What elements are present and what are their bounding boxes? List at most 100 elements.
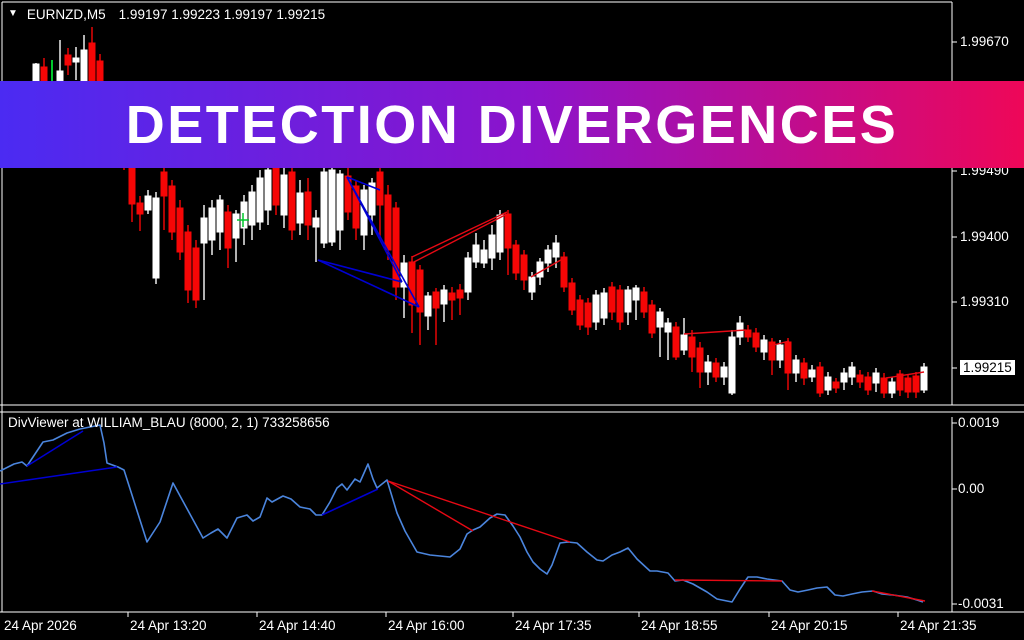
candle <box>840 368 848 390</box>
candle <box>728 330 736 395</box>
candle <box>464 252 472 300</box>
candle <box>672 322 680 360</box>
candle <box>888 377 896 398</box>
candle <box>920 363 928 393</box>
indicator-divergence-line-red <box>674 579 783 582</box>
candle <box>896 370 904 396</box>
price-divergence-line-red <box>885 371 925 379</box>
price-divergence-line-red <box>769 340 790 347</box>
candle <box>792 355 800 382</box>
candle <box>720 362 728 385</box>
candle <box>768 338 776 375</box>
candle <box>336 170 344 250</box>
candle <box>832 378 840 393</box>
candle <box>664 318 672 360</box>
indicator-divergence-line-red <box>387 480 474 532</box>
candle <box>752 328 760 352</box>
candle <box>248 185 256 240</box>
candle <box>232 210 240 262</box>
candle <box>904 374 912 398</box>
price-divergence-line-red <box>683 329 747 335</box>
candle <box>608 282 616 320</box>
candle <box>160 168 168 230</box>
candle <box>512 240 520 280</box>
candle <box>632 285 640 320</box>
candlesticks <box>32 27 928 398</box>
candle <box>872 368 880 392</box>
candle <box>688 330 696 372</box>
candle <box>400 255 408 318</box>
candle <box>816 362 824 397</box>
candle <box>136 196 144 231</box>
price-divergence-line-blue <box>317 259 403 283</box>
candle <box>848 362 856 385</box>
candle <box>760 335 768 360</box>
candle <box>296 180 304 235</box>
ohlc-quotes: 1.99197 1.99223 1.99197 1.99215 <box>118 7 326 22</box>
symbol-timeframe-label: EURNZD,M5 <box>26 7 106 22</box>
candle <box>696 342 704 388</box>
candle <box>152 192 160 284</box>
indicator-divergence-line-blue <box>26 430 84 467</box>
candle <box>808 365 816 382</box>
price-divergence-line-red <box>411 213 508 264</box>
chart-header: ▼ EURNZD,M5 1.99197 1.99223 1.99197 1.99… <box>8 7 325 22</box>
candle <box>184 225 192 303</box>
candle <box>344 168 352 220</box>
candle <box>592 290 600 330</box>
indicator-divergence-line-blue <box>0 466 118 485</box>
candle <box>576 295 584 330</box>
candle <box>616 285 624 330</box>
candle <box>288 165 296 240</box>
indicator-line <box>0 424 924 603</box>
candle <box>504 210 512 275</box>
candle <box>208 200 216 255</box>
candle <box>440 285 448 322</box>
candle <box>392 202 400 300</box>
price-divergence-line-red <box>530 256 567 278</box>
candle <box>680 318 688 355</box>
candle <box>624 286 632 325</box>
candle <box>352 180 360 240</box>
indicator-divergence-line-red <box>871 590 926 602</box>
candle <box>704 355 712 385</box>
candle <box>744 325 752 342</box>
candle <box>216 195 224 250</box>
candle <box>144 190 152 214</box>
candle <box>776 340 784 368</box>
candle <box>824 372 832 395</box>
candle <box>600 288 608 325</box>
candle <box>176 200 184 260</box>
price-divergence-line-blue <box>317 259 420 308</box>
candle <box>264 165 272 225</box>
candle <box>864 372 872 395</box>
promo-banner: DETECTION DIVERGENCES <box>0 81 1024 168</box>
candle <box>448 287 456 320</box>
indicator-divergence-line-blue <box>321 488 379 516</box>
indicator-divergence-line-red <box>387 480 571 543</box>
candle <box>424 292 432 330</box>
candle <box>648 300 656 338</box>
price-divergence-line-blue <box>346 176 381 191</box>
candle <box>432 288 440 345</box>
promo-banner-text: DETECTION DIVERGENCES <box>125 94 899 155</box>
candle <box>360 185 368 250</box>
candle <box>328 166 336 246</box>
candle <box>304 178 312 240</box>
candle <box>472 233 480 268</box>
price-divergence-line-blue <box>346 176 420 308</box>
candle <box>520 250 528 290</box>
candle <box>912 372 920 398</box>
candle <box>584 298 592 335</box>
candle <box>192 240 200 308</box>
candle <box>312 210 320 262</box>
candle <box>168 180 176 240</box>
candle <box>200 205 208 300</box>
candle <box>224 205 232 268</box>
symbol-dropdown-icon[interactable]: ▼ <box>8 8 18 19</box>
candle <box>640 287 648 318</box>
candle <box>64 48 72 75</box>
indicator-title: DivViewer at WILLIAM_BLAU (8000, 2, 1) 7… <box>8 415 330 430</box>
candle <box>784 338 792 390</box>
